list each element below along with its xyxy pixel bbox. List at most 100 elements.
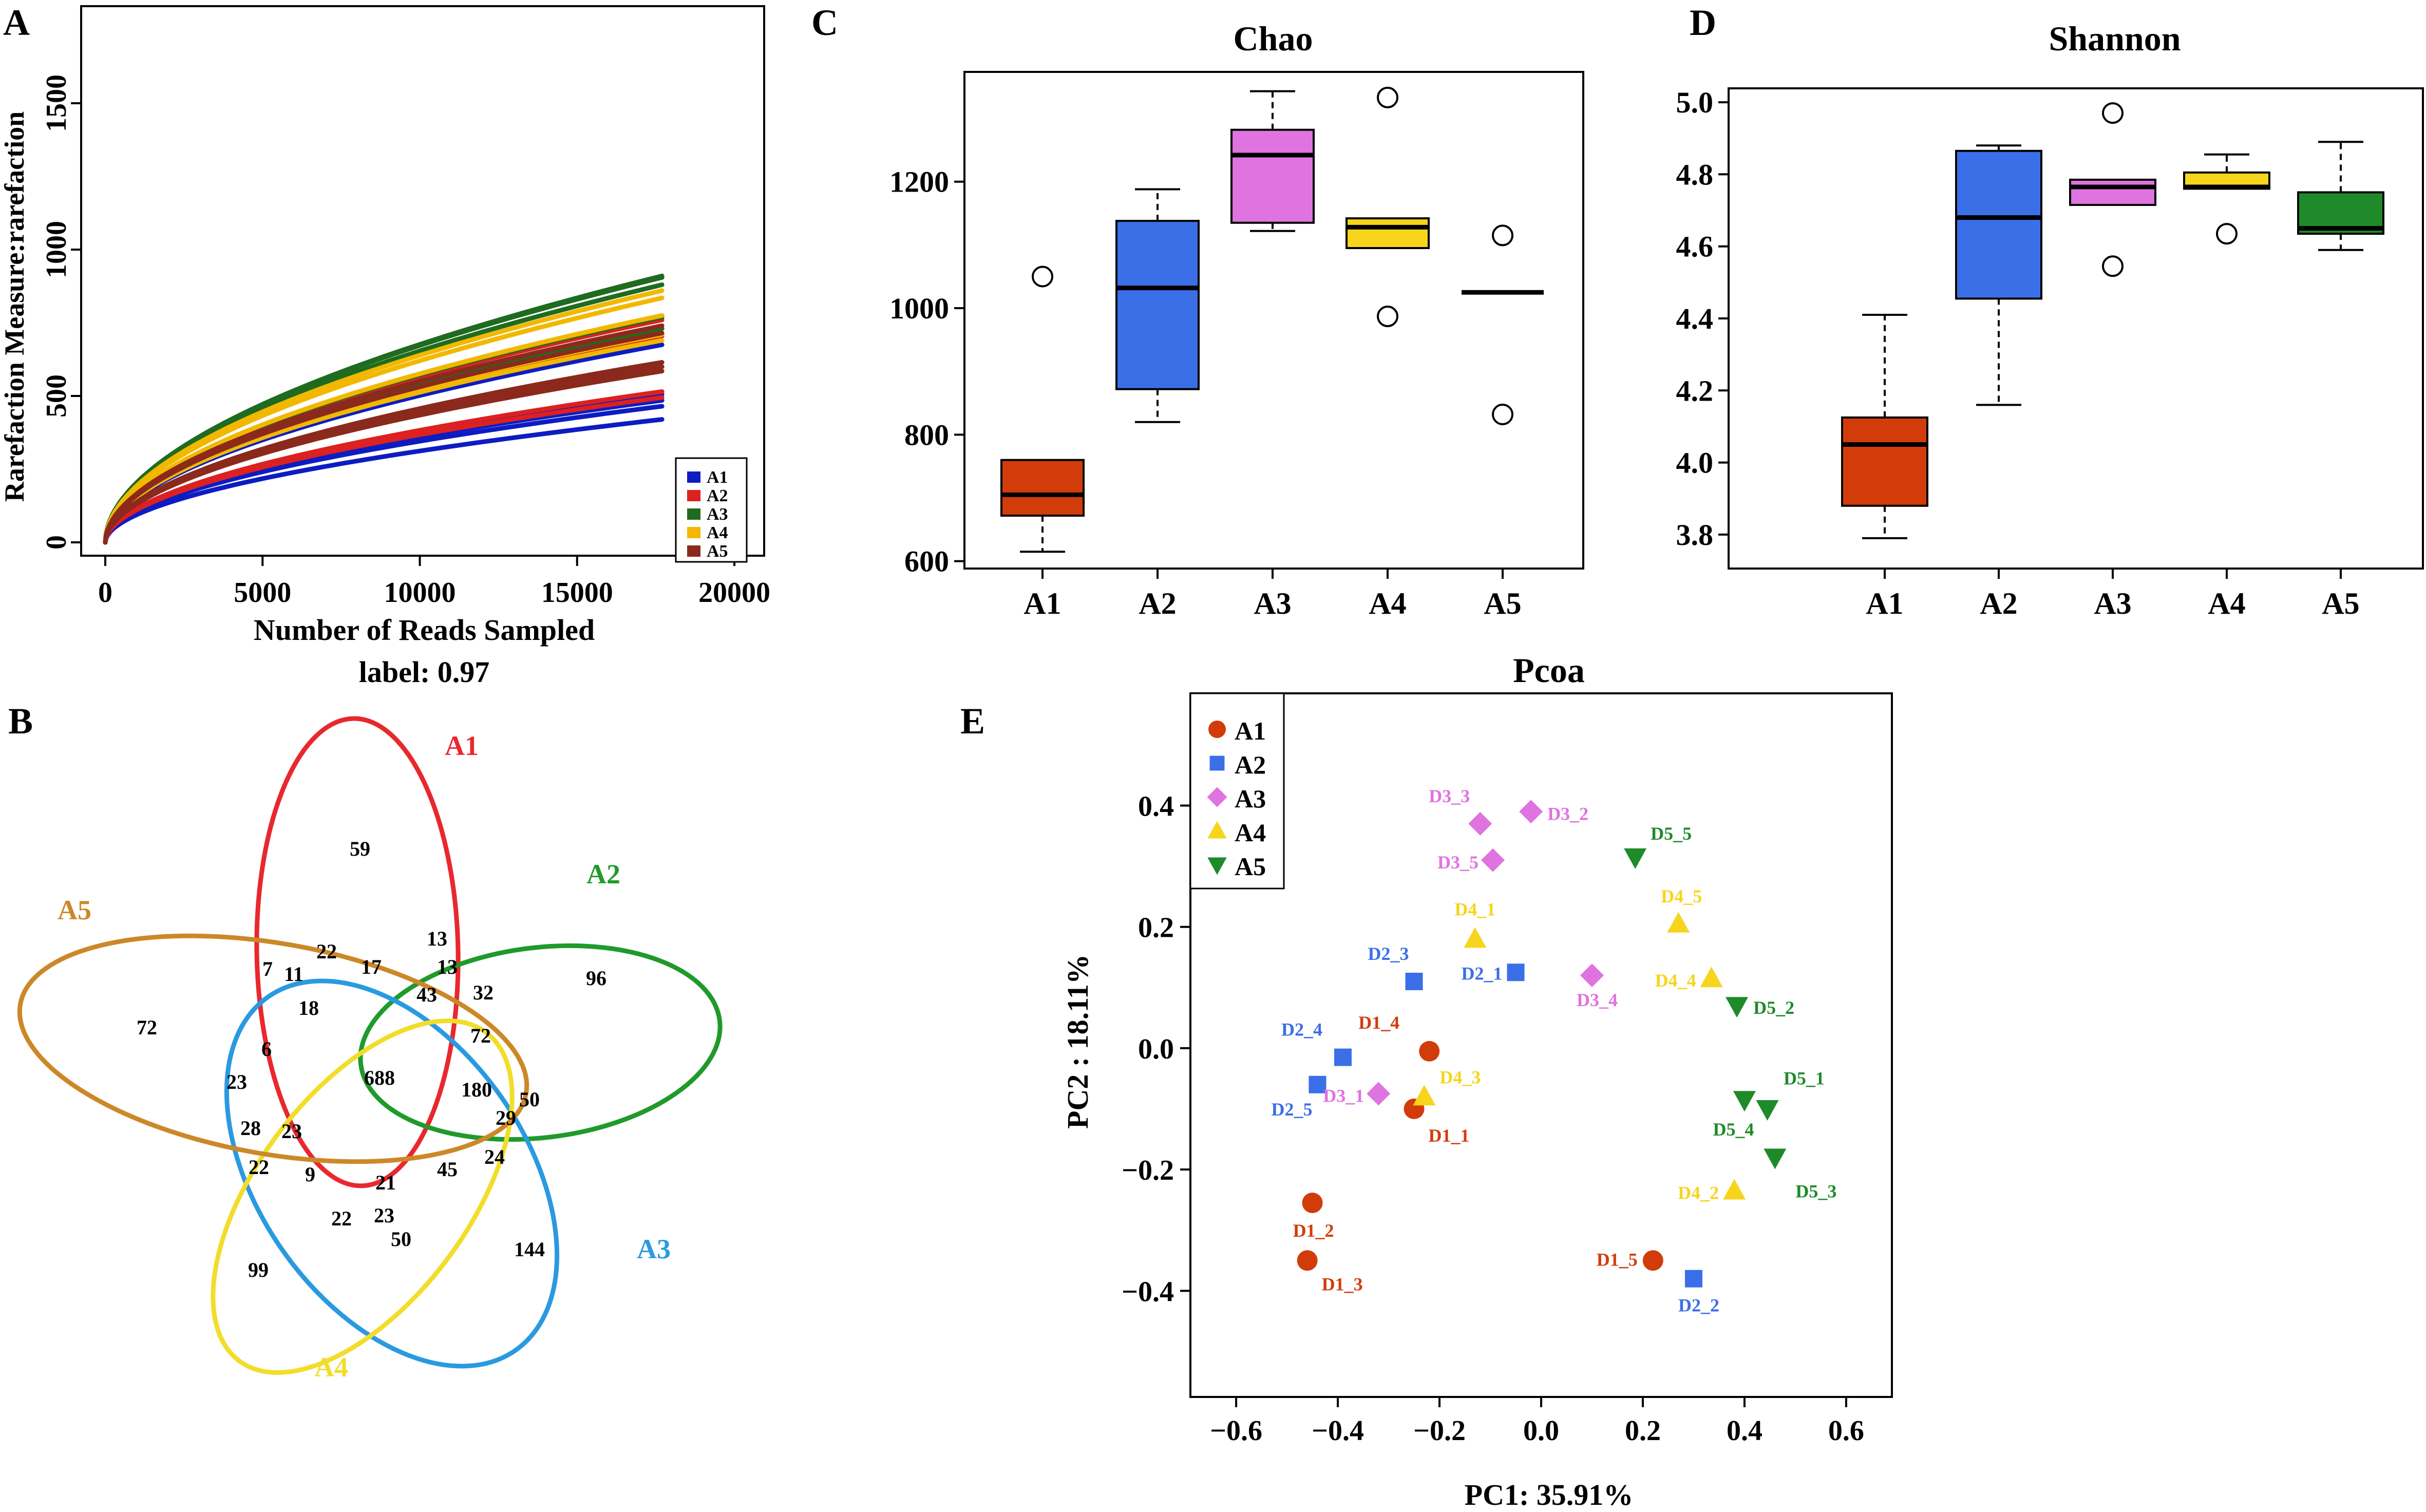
rarefaction-x-tick-label: 15000: [541, 577, 613, 609]
venn-count: 59: [350, 837, 370, 860]
rarefaction-legend-swatch-A2: [687, 490, 700, 501]
shannon-y-tick-label: 5.0: [1676, 86, 1714, 119]
pcoa-scatter: Pcoa D1_1 D1_2 D1_3 D1_4 D1_5 D2_1 D2_2 D2_3 D2_…: [1061, 651, 1893, 1511]
pcoa-legend-marker-A1: [1208, 721, 1226, 738]
rarefaction-x-tick-label: 0: [98, 577, 112, 609]
pcoa-point-label: D5_3: [1795, 1181, 1836, 1201]
venn-ellipse-A2: [358, 943, 723, 1142]
chao-box-A4: [1345, 217, 1430, 250]
pcoa-point-label: D2_4: [1281, 1019, 1322, 1040]
rarefaction-y-tick-label: 1000: [41, 221, 72, 278]
pcoa-x-tick-label: 0.0: [1523, 1415, 1559, 1447]
shannon-x-tick-label: A3: [2094, 587, 2131, 620]
rarefaction-legend-label-A1: A1: [707, 468, 728, 487]
pcoa-legend-label-A2: A2: [1235, 750, 1266, 779]
venn-label-A4: A4: [314, 1352, 348, 1383]
pcoa-point-label: D4_1: [1454, 899, 1495, 919]
venn-count: 23: [281, 1120, 302, 1143]
shannon-plot-frame: [1728, 87, 2424, 570]
venn-count: 50: [391, 1227, 411, 1251]
pcoa-y-axis-title: PC2 : 18.11%: [1061, 954, 1094, 1129]
chao-outlier: [1377, 86, 1398, 108]
venn-count: 28: [240, 1117, 261, 1140]
pcoa-point-label: D3_1: [1323, 1085, 1364, 1106]
pcoa-point-label: D2_3: [1368, 943, 1409, 964]
chao-y-tick-label: 600: [904, 545, 949, 578]
pcoa-y-tick-label: −0.2: [1122, 1155, 1174, 1186]
panel-letter-E: E: [960, 701, 985, 742]
shannon-box-A3: [2069, 178, 2156, 206]
rarefaction-curve-A5: [103, 323, 665, 545]
chao-plot-frame: [963, 71, 1584, 570]
venn-label-A5: A5: [58, 895, 91, 925]
pcoa-point-D3_4: [1580, 963, 1604, 988]
rarefaction-legend-swatch-A1: [687, 471, 700, 483]
pcoa-point-D4_5: [1667, 912, 1690, 933]
venn-count: 23: [374, 1204, 394, 1227]
pcoa-point-D3_2: [1519, 800, 1543, 824]
shannon-x-tick-label: A4: [2208, 587, 2245, 620]
pcoa-point-D1_5: [1642, 1250, 1663, 1271]
venn-ellipse-A3: [224, 978, 560, 1369]
shannon-title: Shannon: [2049, 19, 2181, 58]
pcoa-point-label: D3_4: [1577, 990, 1618, 1010]
pcoa-point-D2_1: [1507, 963, 1525, 981]
venn-count: 13: [437, 955, 458, 978]
rarefaction-legend-label-A4: A4: [707, 523, 728, 542]
shannon-y-tick-label: 4.4: [1676, 302, 1714, 335]
rarefaction-legend-swatch-A5: [687, 545, 700, 557]
pcoa-title: Pcoa: [1513, 651, 1585, 690]
pcoa-point-D3_3: [1468, 811, 1492, 836]
pcoa-point-label: D3_3: [1429, 786, 1470, 806]
chao-boxes: A1 A2 A3 A4 A5 600 800 1000 1200: [889, 86, 1544, 620]
pcoa-point-label: D5_5: [1651, 823, 1692, 844]
shannon-x-tick-label: A1: [1866, 587, 1903, 620]
chao-x-tick-label: A3: [1254, 587, 1291, 620]
venn-counts: 59 96 144 99 72 13 22 17 13 7 11 43 32 1…: [137, 837, 606, 1281]
shannon-boxplot: Shannon A1 A2 A3 A4 A5 3.8 4.0 4.2 4.4 4.6 4.8 5.0: [1676, 19, 2424, 620]
pcoa-point-D1_2: [1302, 1193, 1323, 1214]
pcoa-point-label: D2_2: [1678, 1295, 1719, 1316]
chao-outlier: [1492, 224, 1513, 247]
pcoa-point-D5_5: [1624, 848, 1647, 869]
venn-count: 180: [461, 1078, 492, 1101]
pcoa-y-tick-label: 0.4: [1138, 790, 1174, 822]
pcoa-x-tick-label: −0.6: [1210, 1415, 1262, 1447]
rarefaction-curve-A2: [103, 389, 665, 545]
venn-count: 688: [364, 1066, 395, 1089]
venn-count: 29: [496, 1106, 516, 1129]
shannon-x-tick-label: A5: [2322, 587, 2359, 620]
pcoa-point-label: D4_4: [1655, 970, 1696, 991]
shannon-outlier: [2216, 223, 2238, 245]
pcoa-point-D1_3: [1297, 1250, 1318, 1271]
pcoa-point-D4_4: [1700, 967, 1723, 988]
rarefaction-legend-label-A5: A5: [707, 542, 728, 561]
pcoa-point-label: D4_3: [1439, 1067, 1481, 1087]
chao-outlier: [1377, 306, 1398, 328]
shannon-outlier: [2102, 102, 2124, 124]
venn-ellipse-A5: [17, 933, 529, 1164]
pcoa-point-D5_3: [1764, 1148, 1787, 1169]
pcoa-point-D4_1: [1464, 927, 1487, 948]
rarefaction-legend-swatch-A4: [687, 527, 700, 538]
rarefaction-legend-label-A2: A2: [707, 486, 728, 505]
pcoa-x-tick-label: 0.2: [1625, 1415, 1661, 1447]
pcoa-x-tick-label: 0.4: [1727, 1415, 1762, 1447]
chao-y-tick-label: 1000: [889, 292, 949, 325]
pcoa-legend-label-A1: A1: [1235, 716, 1266, 745]
pcoa-point-label: D3_5: [1437, 852, 1479, 873]
rarefaction-y-tick-label: 1500: [41, 74, 72, 132]
shannon-y-tick-label: 4.0: [1676, 446, 1714, 480]
chao-x-tick-label: A5: [1484, 587, 1521, 620]
pcoa-point-D2_4: [1334, 1048, 1352, 1066]
pcoa-legend-label-A3: A3: [1235, 784, 1266, 813]
pcoa-y-tick-label: −0.4: [1122, 1276, 1174, 1308]
pcoa-point-label: D2_5: [1271, 1099, 1312, 1120]
shannon-outlier: [2102, 255, 2124, 277]
pcoa-legend-frame: [1189, 692, 1285, 890]
venn-count: 6: [261, 1037, 272, 1061]
pcoa-x-tick-label: 0.6: [1828, 1415, 1864, 1447]
pcoa-point-D5_1: [1733, 1091, 1756, 1112]
chao-outlier: [1032, 266, 1053, 288]
